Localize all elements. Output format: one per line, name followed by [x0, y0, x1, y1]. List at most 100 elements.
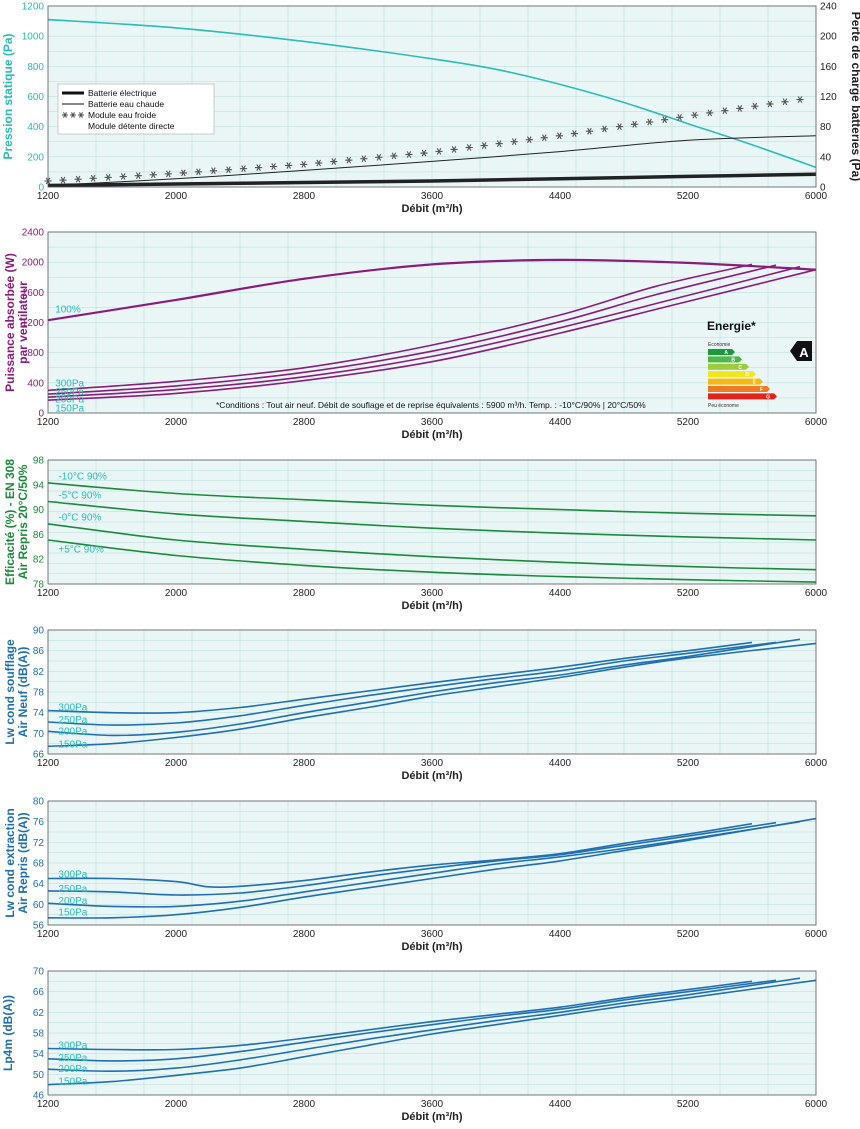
snowflake-marker [104, 174, 112, 181]
legend-label: Module eau froide [88, 110, 156, 120]
snowflake-marker [285, 162, 293, 169]
energy-bottom-label: Peu économe [708, 403, 739, 409]
series-line-1 [47, 258, 817, 322]
energy-bar-letter: B [731, 357, 735, 363]
x-tick-label: 2000 [165, 758, 188, 769]
y-tick-label: 94 [33, 480, 45, 491]
y-tick-label: 54 [33, 1049, 45, 1060]
x-tick-label: 6000 [805, 191, 828, 202]
y-tick-label: 2000 [22, 258, 45, 269]
y-tick-label: 62 [33, 1008, 45, 1019]
y-axis-label: Puissance absorbée (W)par ventilateur [3, 253, 30, 392]
y-tick-label: 74 [33, 708, 45, 719]
y-tick-label: 58 [33, 1029, 45, 1040]
snowflake-marker [330, 158, 338, 165]
y2-tick-label: 120 [820, 92, 837, 103]
snowflake-marker [585, 127, 594, 135]
snowflake-marker [194, 168, 202, 176]
x-tick-label: 1200 [37, 1099, 60, 1110]
y-tick-label: 1200 [22, 2, 45, 13]
y-tick-label: 2400 [22, 228, 45, 239]
x-tick-label: 2000 [165, 191, 188, 202]
x-tick-label: 1200 [37, 191, 60, 202]
y-tick-label: 78 [33, 688, 45, 699]
y-tick-label: 68 [33, 859, 45, 870]
y-tick-label: 56 [33, 921, 45, 932]
y-tick-label: 200 [27, 152, 44, 163]
x-tick-label: 4400 [549, 417, 572, 428]
x-tick-label: 2800 [293, 1099, 316, 1110]
snowflake-icon [62, 112, 68, 118]
series-label: 150Pa [55, 403, 84, 414]
y-tick-label: 72 [33, 838, 45, 849]
plot-frame [47, 800, 817, 926]
y-tick-label: 46 [33, 1091, 45, 1102]
snowflake-icon [78, 112, 84, 118]
y-tick-label: 90 [33, 505, 45, 516]
series-label: 100% [55, 305, 81, 316]
plot-frame [47, 231, 817, 414]
energy-bar-arrow [739, 356, 742, 363]
series-line-1 [47, 482, 817, 517]
snowflake-marker [796, 96, 804, 103]
chart-panel-1: 0200400600800100012000408012016020024012… [1, 2, 860, 216]
x-tick-label: 3600 [421, 191, 444, 202]
y2-tick-label: 240 [820, 2, 837, 13]
series-label: 200Pa [58, 1064, 87, 1075]
snowflake-marker [390, 152, 398, 160]
x-tick-label: 3600 [421, 929, 444, 940]
x-tick-label: 5200 [677, 417, 700, 428]
x-tick-label: 4400 [549, 929, 572, 940]
x-tick-label: 6000 [805, 1099, 828, 1110]
y-axis-label: Lw cond extractionAir Repris (dB(A)) [3, 808, 30, 917]
snowflake-marker [345, 156, 353, 164]
grid-lines [48, 6, 816, 187]
y-tick-label: 66 [33, 987, 45, 998]
energy-bar-letter: F [760, 387, 763, 393]
chart-panel-6: 46 50 54 58 62 66 70 1200 2000 2800 3600 4400 5200 60… [1, 967, 828, 1124]
x-axis-label: Débit (m³/h) [401, 770, 462, 782]
series-line-3 [47, 977, 801, 1073]
energy-bar [708, 363, 746, 370]
series-line-3 [47, 523, 817, 571]
y-tick-label: 1600 [22, 288, 45, 299]
x-tick-label: 2800 [293, 588, 316, 599]
chart-panel-5: 56 60 64 68 72 76 80 1200 2000 2800 3600 4400 5200 60… [3, 797, 828, 954]
y-tick-label: 600 [27, 92, 44, 103]
snowflake-marker [600, 125, 609, 133]
x-axis-label: Débit (m³/h) [401, 1111, 462, 1123]
snowflake-marker [721, 107, 729, 115]
series-label: 300Pa [58, 703, 87, 714]
energy-title: Energie* [707, 319, 756, 333]
snowflake-marker [435, 148, 443, 155]
energy-bar-letter: D [745, 372, 749, 378]
snowflake-marker [766, 100, 774, 108]
snowflake-marker [119, 173, 127, 180]
snowflake-marker [360, 155, 368, 163]
snowflake-marker [149, 171, 157, 179]
x-tick-label: 4400 [549, 1099, 572, 1110]
y-tick-label: 70 [33, 967, 45, 978]
snowflake-marker [164, 170, 172, 178]
snowflake-marker [495, 140, 503, 147]
y-tick-label: 800 [27, 348, 44, 359]
y-tick-label: 80 [33, 797, 45, 808]
snowflake-icon [70, 112, 76, 118]
series-line-3 [47, 135, 817, 186]
x-tick-label: 3600 [421, 1099, 444, 1110]
series-line-4 [47, 817, 817, 919]
energy-top-label: Economie [708, 342, 730, 348]
snowflake-marker [239, 165, 248, 173]
series-line-2 [47, 500, 817, 541]
x-tick-label: 5200 [677, 588, 700, 599]
series-line-2 [47, 821, 777, 896]
y-tick-label: 0 [38, 409, 44, 420]
series-line-2 [47, 641, 777, 726]
chart-panel-4: 66 70 74 78 82 86 90 1200 2000 2800 3600 4400 5200 60… [3, 626, 828, 783]
snowflake-marker [615, 123, 624, 130]
plot-frame [47, 629, 817, 755]
energy-bar [708, 349, 732, 355]
x-tick-label: 5200 [677, 929, 700, 940]
snowflake-marker [270, 163, 278, 170]
